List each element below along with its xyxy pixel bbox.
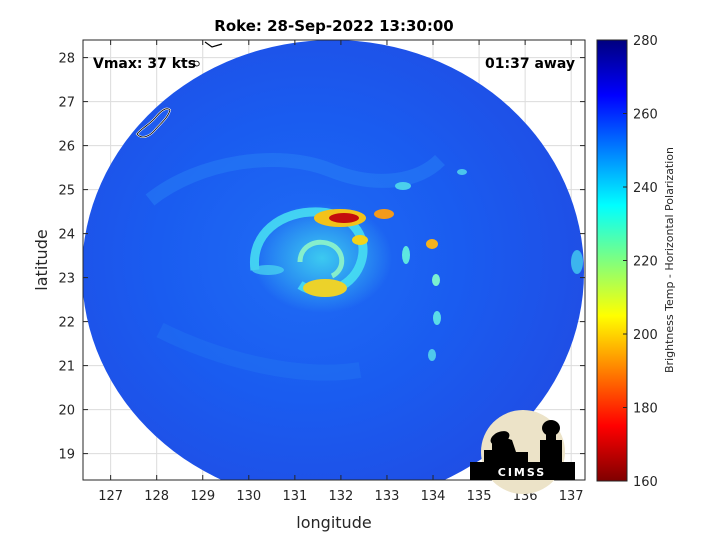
y-tick-label: 27 <box>58 96 75 111</box>
warm-cell-mid <box>352 235 368 245</box>
y-tick-label: 21 <box>58 360 75 375</box>
rainband-cell-5 <box>395 182 411 190</box>
colorbar-label: Brightness Temp - Horizontal Polarizatio… <box>663 147 676 373</box>
colorbar-gradient <box>596 39 628 482</box>
x-tick-label: 135 <box>467 489 492 504</box>
colorbar-tick-label: 160 <box>633 475 658 490</box>
y-tick-label: 24 <box>58 228 75 243</box>
outer-rainband <box>145 153 445 206</box>
plot-title: Roke: 28-Sep-2022 13:30:00 <box>214 17 453 35</box>
warm-cell-northeast <box>374 209 394 219</box>
coastline-island-outline <box>136 108 171 138</box>
logo-water-tower-tank <box>542 420 560 436</box>
y-tick-label: 19 <box>58 448 75 463</box>
warm-cell-south <box>303 279 347 297</box>
axes-frame <box>82 39 586 481</box>
colorbar-tick-label: 280 <box>633 34 658 49</box>
x-tick-label: 132 <box>328 489 353 504</box>
x-tick-label: 134 <box>421 489 446 504</box>
warm-cell-east <box>426 239 438 249</box>
logo-banner <box>470 462 575 480</box>
outer-rainband-south <box>156 322 362 381</box>
y-axis-label: latitude <box>32 229 51 290</box>
x-tick-label: 129 <box>190 489 215 504</box>
x-tick-label: 130 <box>236 489 261 504</box>
x-tick-label: 133 <box>375 489 400 504</box>
y-tick-label: 26 <box>58 140 75 155</box>
coastline-north <box>204 41 223 48</box>
x-tick-label: 128 <box>144 489 169 504</box>
y-tick-label: 20 <box>58 404 75 419</box>
colorbar: 280 260 240 220 200 180 160 Brightness Temp - … <box>596 34 676 490</box>
rainband-cell-2 <box>432 274 440 286</box>
y-tick-label: 22 <box>58 316 75 331</box>
colorbar-tick-label: 200 <box>633 328 658 343</box>
logo-dish <box>490 431 510 445</box>
y-tick-label: 28 <box>58 52 75 67</box>
colorbar-tick-label: 260 <box>633 108 658 123</box>
logo-text: CIMSS <box>498 466 546 479</box>
x-tick-label: 137 <box>559 489 584 504</box>
y-tick-label: 25 <box>58 184 75 199</box>
x-tick-label: 127 <box>98 489 123 504</box>
rainband-cell-4 <box>428 349 436 361</box>
rainband-cell-3 <box>433 311 441 325</box>
time-away-annotation: 01:37 away <box>485 56 575 72</box>
coastline-islet <box>193 60 200 67</box>
rainband-cell-6 <box>457 169 467 175</box>
cimss-logo: CIMSS <box>470 410 575 494</box>
colorbar-ticks: 280 260 240 220 200 180 160 <box>623 34 658 490</box>
colorbar-tick-label: 180 <box>633 402 658 417</box>
warm-cell-north-core <box>329 213 359 223</box>
colorbar-tick-label: 240 <box>633 181 658 196</box>
rainband-cell-7 <box>571 250 583 274</box>
inner-eyewall <box>297 239 345 279</box>
y-tick-label: 23 <box>58 272 75 287</box>
colorbar-tick-label: 220 <box>633 255 658 270</box>
rainband-cell-8 <box>252 265 284 275</box>
vmax-annotation: Vmax: 37 kts <box>93 56 196 72</box>
x-tick-label: 131 <box>282 489 307 504</box>
rainband-cell-1 <box>402 246 410 264</box>
x-axis-label: longitude <box>296 513 371 532</box>
brightness-temp-swath <box>83 40 584 480</box>
y-axis-ticks: 28 27 26 25 24 23 22 21 20 19 <box>58 52 585 463</box>
